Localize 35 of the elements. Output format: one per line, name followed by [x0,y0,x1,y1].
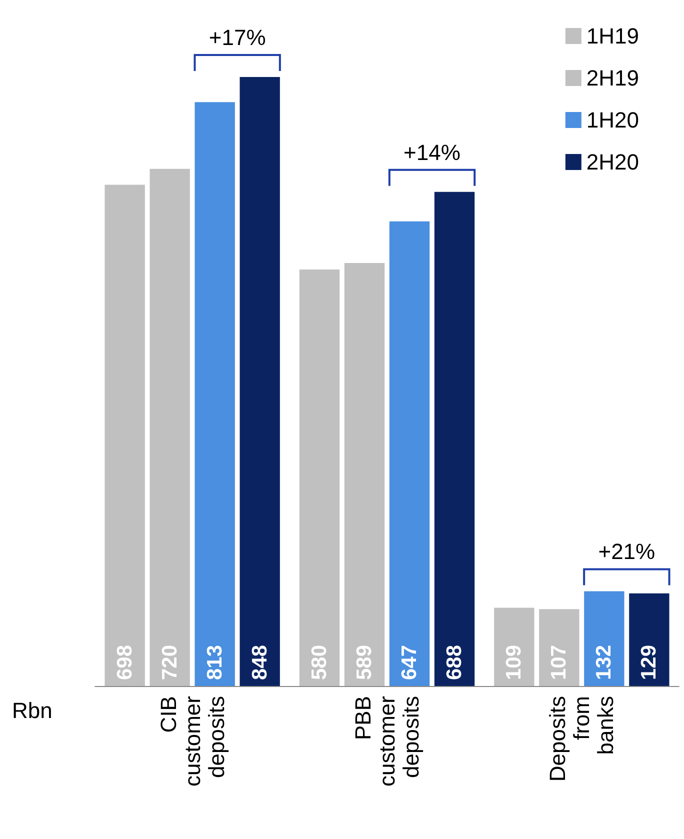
bar [150,168,190,686]
data-label: 580 [308,644,331,680]
x-tick-label: PBB customer deposits [350,696,424,786]
legend-label: 1H19 [586,24,639,48]
data-label: 848 [248,644,272,680]
data-label: 688 [443,644,466,680]
data-label: 720 [158,644,182,680]
bar [104,184,145,686]
bar [344,263,385,686]
bar [240,77,280,686]
text: Rbn [12,698,52,723]
bar [434,192,475,686]
annotation: +21% [598,539,656,564]
x-tick-label: CIB customer deposits [156,696,229,786]
data-label: 109 [502,644,526,680]
data-label: 129 [638,644,661,680]
bar [494,608,534,686]
legend-label: 1H20 [586,108,639,132]
data-label: 647 [398,644,422,680]
bar [389,221,430,686]
legend-label: 2H20 [586,150,639,174]
bar [629,593,670,686]
data-label: 589 [352,644,376,680]
bar [194,102,235,686]
bar [584,591,624,686]
data-label: 132 [592,644,616,680]
data-label: 698 [113,644,136,680]
data-label: 107 [548,644,571,680]
bar [539,609,580,686]
data-label: 813 [203,644,226,680]
x-tick-label: Deposits from banks [545,696,618,782]
text: +17% [208,25,266,50]
legend-label: 2H19 [586,66,639,90]
annotation: +14% [404,140,460,165]
bar [299,269,340,686]
